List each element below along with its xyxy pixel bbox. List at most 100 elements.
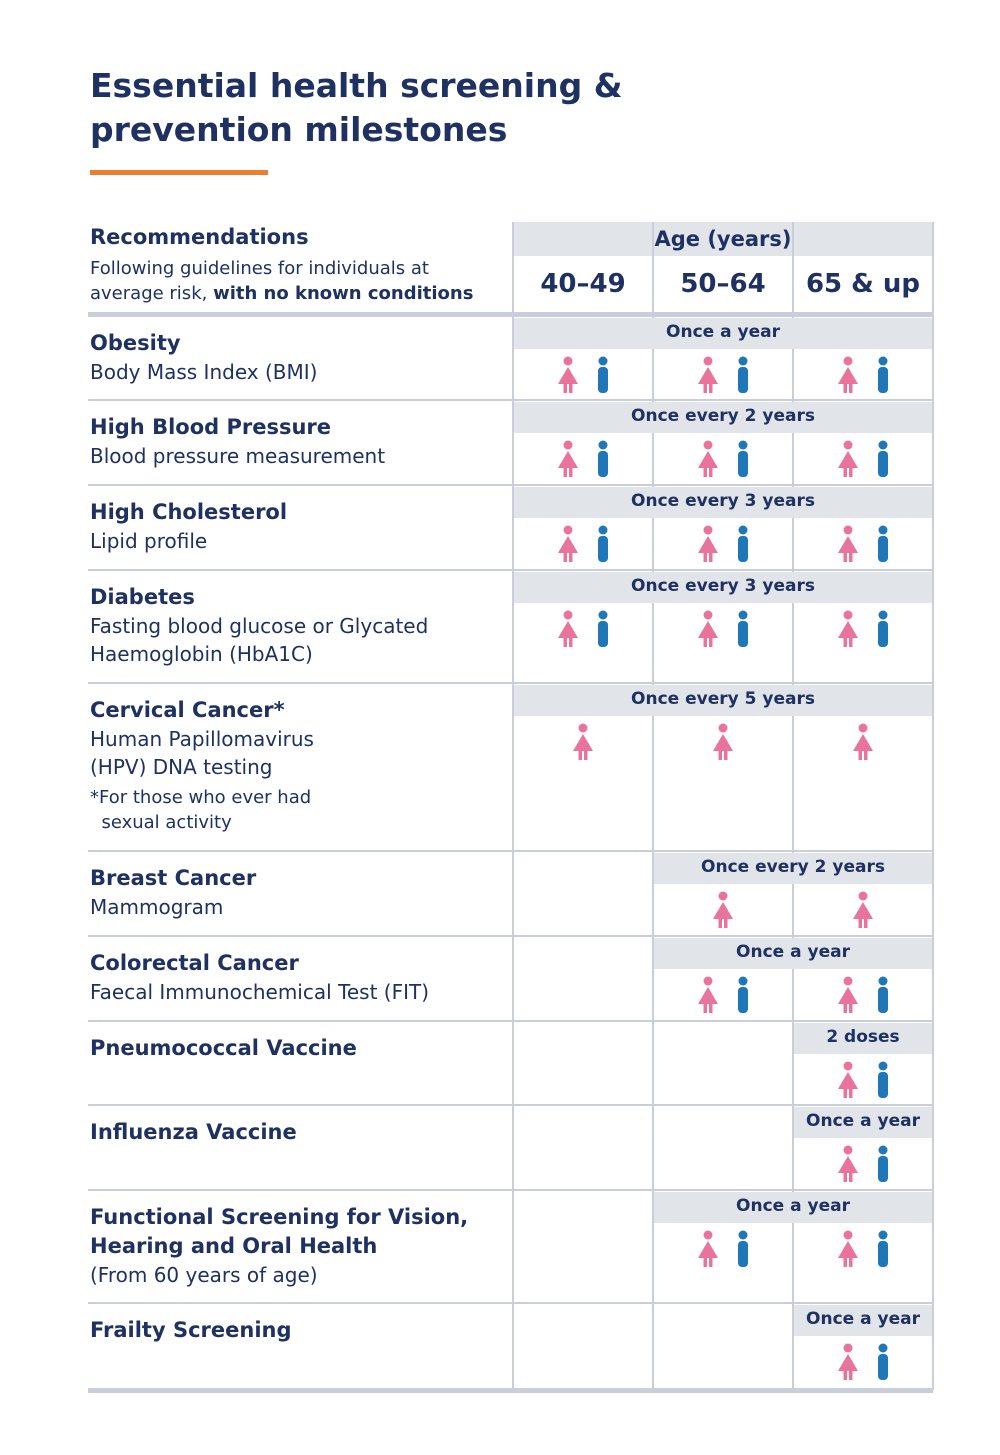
gender-icons (794, 1343, 932, 1383)
frequency-band: Once a year (514, 318, 932, 349)
frequency-band: Once every 2 years (514, 402, 932, 433)
frequency-band: Once a year (794, 1305, 932, 1336)
female-icon (713, 891, 733, 928)
gender-icons (794, 610, 932, 650)
screening-name: High Blood Pressure (90, 415, 332, 439)
male-icon (878, 525, 888, 562)
gender-icons (794, 1061, 932, 1101)
male-icon (738, 440, 748, 477)
gender-icons (654, 1230, 792, 1270)
row-divider (88, 569, 933, 571)
screening-footnote: *For those who ever had sexual activity (90, 787, 312, 833)
gender-icons (654, 976, 792, 1016)
screening-name-line-2: Hearing and Oral Health (90, 1234, 378, 1258)
female-icon (853, 891, 873, 928)
row-label: Frailty Screening (90, 1316, 510, 1345)
male-icon (878, 1145, 888, 1182)
male-icon (738, 525, 748, 562)
gender-icons (654, 891, 792, 931)
screening-method: Human Papillomavirus (90, 727, 314, 751)
gender-icons (794, 976, 932, 1016)
gender-icons (654, 610, 792, 650)
male-icon (878, 976, 888, 1013)
header-divider (88, 312, 933, 317)
female-icon (838, 440, 858, 477)
row-label: Diabetes Fasting blood glucose or Glycate… (90, 583, 510, 668)
row-label: Influenza Vaccine (90, 1118, 510, 1147)
gender-icons (794, 891, 932, 931)
screening-name: Obesity (90, 331, 181, 355)
male-icon (738, 356, 748, 393)
female-icon (853, 723, 873, 760)
row-divider (88, 484, 933, 486)
row-divider (88, 399, 933, 401)
screening-name: Frailty Screening (90, 1318, 292, 1342)
female-icon (838, 356, 858, 393)
age-group-65-up: 65 & up (805, 269, 921, 299)
gender-icons (794, 525, 932, 565)
female-icon (698, 976, 718, 1013)
row-label: Pneumococcal Vaccine (90, 1034, 510, 1063)
female-icon (713, 723, 733, 760)
gender-icons (654, 723, 792, 763)
female-icon (698, 525, 718, 562)
gender-icons (794, 723, 932, 763)
gender-icons (654, 525, 792, 565)
frequency-band: Once a year (654, 1192, 932, 1223)
guideline-line-2: average risk, with no known conditions (90, 281, 510, 306)
screening-method: Mammogram (90, 895, 224, 919)
screening-method: Faecal Immunochemical Test (FIT) (90, 980, 429, 1004)
frequency-band: Once a year (794, 1107, 932, 1138)
female-icon (838, 976, 858, 1013)
title-line-2: prevention milestones (90, 110, 508, 149)
screening-method: Haemoglobin (HbA1C) (90, 642, 313, 666)
gender-icons (514, 610, 652, 650)
male-icon (598, 525, 608, 562)
guideline-plain: average risk, (90, 283, 214, 304)
row-label: Functional Screening for Vision, Hearing … (90, 1203, 510, 1289)
male-icon (738, 976, 748, 1013)
age-group-40-49: 40–49 (540, 269, 626, 299)
gender-icons (514, 525, 652, 565)
screening-method: Lipid profile (90, 529, 208, 553)
female-icon (838, 1145, 858, 1182)
female-icon (558, 440, 578, 477)
row-divider (88, 682, 933, 684)
gender-icons (654, 440, 792, 480)
column-divider (652, 222, 654, 1390)
female-icon (838, 525, 858, 562)
frequency-band: Once a year (654, 938, 932, 969)
row-label: Breast Cancer Mammogram (90, 864, 510, 921)
row-divider (88, 1104, 933, 1106)
screening-method: Fasting blood glucose or Glycated (90, 614, 429, 638)
female-icon (838, 1061, 858, 1098)
gender-icons (794, 356, 932, 396)
frequency-band: Once every 5 years (514, 685, 932, 716)
age-group-50-64: 50–64 (680, 269, 766, 299)
male-icon (878, 1230, 888, 1267)
female-icon (698, 1230, 718, 1267)
male-icon (878, 440, 888, 477)
table-bottom-border (88, 1388, 933, 1393)
female-icon (573, 723, 593, 760)
frequency-band: Once every 3 years (514, 572, 932, 603)
title-underline (90, 170, 268, 175)
female-icon (838, 1230, 858, 1267)
female-icon (558, 610, 578, 647)
male-icon (878, 1061, 888, 1098)
age-header-title: Age (years) (654, 227, 792, 251)
column-divider (792, 222, 794, 1390)
recommendations-heading: Recommendations (90, 225, 309, 249)
frequency-band: 2 doses (794, 1023, 932, 1054)
male-icon (598, 356, 608, 393)
male-icon (598, 610, 608, 647)
gender-icons (794, 1145, 932, 1185)
screening-name: Functional Screening for Vision, (90, 1205, 469, 1229)
female-icon (838, 1343, 858, 1380)
column-divider (512, 222, 514, 1390)
page-title: Essential health screening & prevention … (90, 64, 730, 152)
screening-name: Influenza Vaccine (90, 1120, 297, 1144)
recommendations-header: Recommendations Following guidelines for… (90, 222, 510, 306)
male-icon (598, 440, 608, 477)
screening-name: Breast Cancer (90, 866, 257, 890)
